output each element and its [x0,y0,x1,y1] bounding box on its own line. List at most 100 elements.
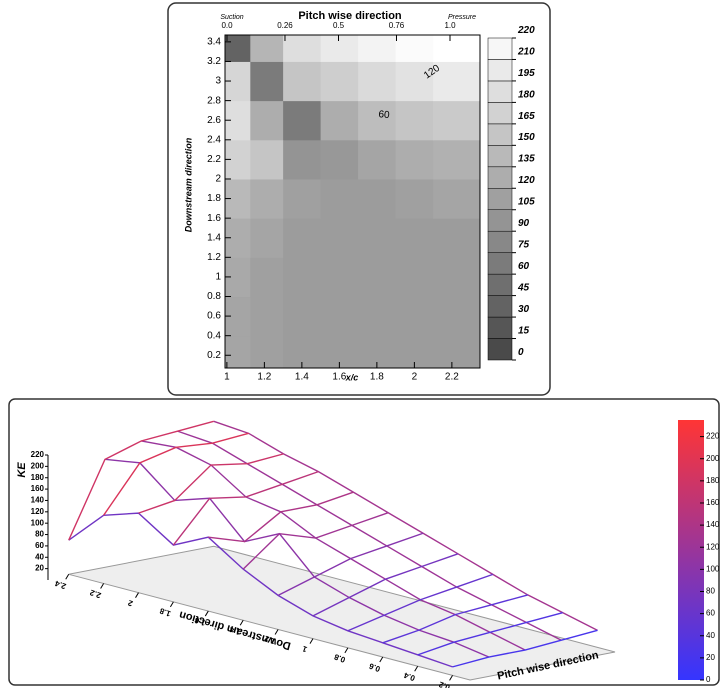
contour-cell [433,257,481,298]
top-tick-label: 0.76 [389,21,405,30]
x-tick [65,574,70,580]
z-tick-label: 80 [35,530,44,539]
mesh-line [104,458,490,658]
contour-cell [283,100,322,141]
y-tick-label: 1.2 [207,252,221,263]
x-tick [344,647,349,654]
x-tick-label: 1 [301,644,309,654]
surface-chart: 0.20.40.60.811.21.41.61.822.22.420406080… [16,420,720,692]
y-tick-label: 0.8 [207,291,221,302]
colorbar-band [487,145,513,168]
contour-cell [225,335,251,369]
contour-cell [320,257,359,298]
contour-cell [395,139,434,180]
contour-cell [283,218,322,258]
z-tick-label: 120 [31,507,45,516]
colorbar-label: 150 [518,132,535,143]
mesh-line [452,629,598,668]
contour-cell [250,335,284,369]
z-tick-label: 40 [35,552,44,561]
x-tick [100,583,105,589]
colorbar-label: 105 [518,197,535,208]
x-tick [449,675,453,681]
x-tick [414,665,419,672]
top-tick-label: 0.5 [333,21,345,30]
contour-cell [395,178,434,219]
x-tick-label: 1.6 [332,372,346,383]
x-tick-label: 2 [412,372,418,383]
z-tick-label: 60 [35,541,44,550]
x-tick-label: 1.2 [263,633,277,645]
plot-border [224,34,481,369]
x-tick [135,592,139,598]
mesh-line [242,512,389,570]
colorbar-label: 120 [518,175,535,186]
contour-cell [250,296,284,337]
contour-cell [250,139,284,180]
x-tick-label: 2.2 [88,588,102,600]
x-tick [379,656,384,663]
contour-cell [395,257,434,298]
contour-cell [358,35,397,62]
colorbar-band [487,123,513,146]
z-tick-label: 220 [31,450,45,459]
z-tick-label: 160 [31,484,45,493]
y-tick-label: 0.6 [207,311,221,322]
mesh-line [172,470,319,546]
contour-cell [320,139,359,180]
mesh-line [277,532,424,596]
contour-cell [250,178,284,219]
y-tick-label: 2.6 [207,115,221,126]
colorbar-label: 0 [706,675,711,684]
z-tick-label: 20 [35,564,44,573]
contour-cell [320,178,359,219]
contour-cell [225,35,251,62]
colorbar-band [487,273,513,296]
colorbar-band [487,295,513,318]
colorbar-label: 80 [706,587,715,596]
contour-cell [283,35,322,62]
contour-cell [358,218,397,258]
contour-cell [433,296,481,337]
x-tick [274,629,279,635]
colorbar-band [487,80,513,103]
x-tick [239,619,244,626]
y-tick-label: 2.2 [207,154,221,165]
contour-cell [358,139,397,180]
z-tick-label: 200 [31,461,45,470]
mesh-line [213,420,598,631]
mesh-line [312,553,459,617]
colorbar-label: 165 [518,111,535,122]
z-tick-label: 140 [31,496,45,505]
x-tick-label: 1.4 [228,624,242,636]
colorbar-band [487,338,513,361]
colorbar-label: 180 [518,89,535,100]
z-axis-title: KE [16,462,28,478]
top-tick-label: 1.0 [444,21,456,30]
colorbar-band [487,102,513,125]
contour-chart: 0.2 0.4 0.6 0.8 1 1.2 1.4 1.6 1.8 2 2.2 2.4 2.6 2.8 3 3… [183,10,535,383]
y-tick-label: 3 [215,76,221,87]
colorbar-label: 40 [706,631,715,640]
contour-cell [283,139,322,180]
x-tick [309,638,314,644]
contour-cell [433,139,481,180]
y-axis-title: Downstream direction [183,137,193,232]
colorbar-label: 60 [706,609,715,618]
mesh-line [177,430,562,641]
colorbar-label: 100 [706,564,720,573]
mesh-line [141,440,526,651]
y-tick-label: 1.4 [207,232,221,243]
contour-cell [358,100,397,141]
x-tick-label: 0.6 [367,661,381,673]
mesh-line [138,453,284,514]
contour-cell [358,296,397,337]
colorbar-band [487,188,513,210]
x-tick-label: 1.2 [257,372,271,383]
colorbar-label: 220 [517,25,535,36]
contour-cell [250,61,284,102]
colorbar-label: 120 [706,542,720,551]
y-tick-label: 2 [215,174,221,185]
contour-cell [433,178,481,219]
